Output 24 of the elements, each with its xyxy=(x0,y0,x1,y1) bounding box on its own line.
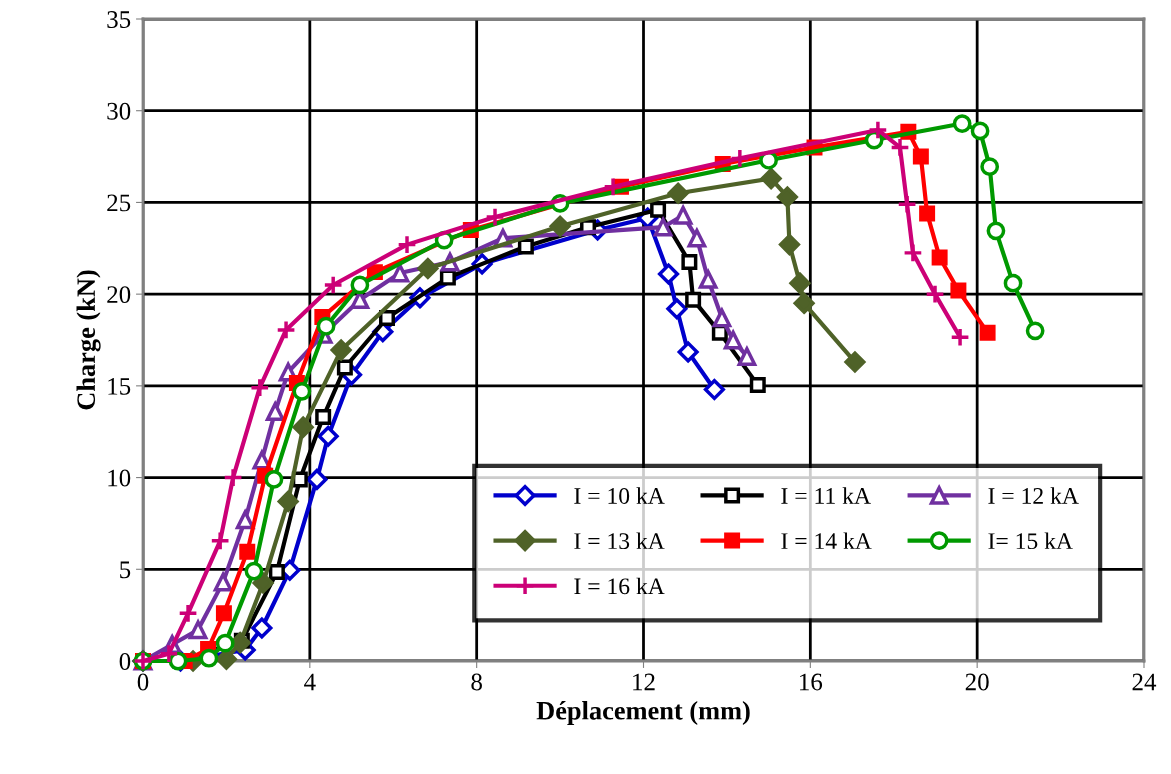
legend-label: I = 11 kA xyxy=(781,487,871,504)
x-tick-label: 24 xyxy=(1132,673,1157,691)
y-tick-label: 0 xyxy=(119,653,131,670)
x-tick-label: 20 xyxy=(965,673,989,691)
legend-label: I = 13 kA xyxy=(574,532,665,550)
legend-label: I= 15 kA xyxy=(988,532,1073,550)
y-axis-title: Charge (kN) xyxy=(76,270,101,410)
x-tick-label: 4 xyxy=(304,673,316,691)
y-tick-label: 5 xyxy=(120,561,131,579)
x-tick-label: 8 xyxy=(471,673,482,691)
y-tick-label: 20 xyxy=(107,286,131,304)
legend-label: I = 16 kA xyxy=(574,577,665,595)
legend-label: I = 14 kA xyxy=(781,532,872,549)
y-tick-label: 35 xyxy=(107,11,131,28)
x-axis-title: Déplacement (mm) xyxy=(536,701,750,725)
x-tick-label: 16 xyxy=(800,673,823,691)
x-tick-label: 12 xyxy=(633,673,655,691)
legend-label: I = 12 kA xyxy=(988,487,1079,504)
x-tick-label: 0 xyxy=(137,673,149,691)
y-tick-label: 10 xyxy=(108,469,131,487)
y-tick-label: 25 xyxy=(107,194,131,212)
y-tick-label: 30 xyxy=(107,102,131,120)
legend-label: I = 10 kA xyxy=(574,487,665,504)
y-tick-label: 15 xyxy=(108,378,131,395)
